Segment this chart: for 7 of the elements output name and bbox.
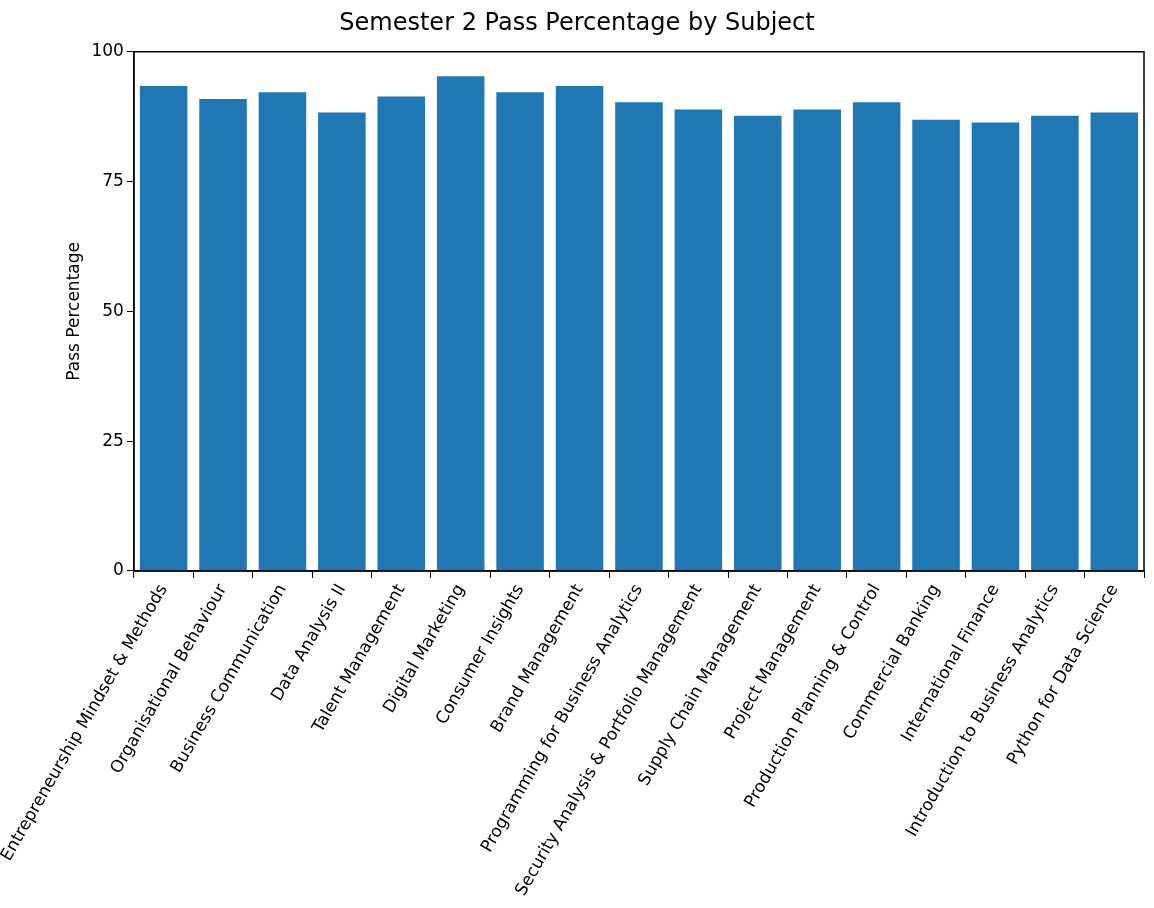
y-tick-label: 50 (102, 299, 124, 320)
y-axis-title: Pass Percentage (62, 242, 83, 381)
y-tick-label: 0 (113, 559, 124, 580)
y-tick-label: 100 (91, 40, 124, 61)
chart-title: Semester 2 Pass Percentage by Subject (339, 7, 815, 36)
y-tick-label: 75 (102, 170, 124, 191)
y-tick-label: 25 (102, 429, 124, 450)
